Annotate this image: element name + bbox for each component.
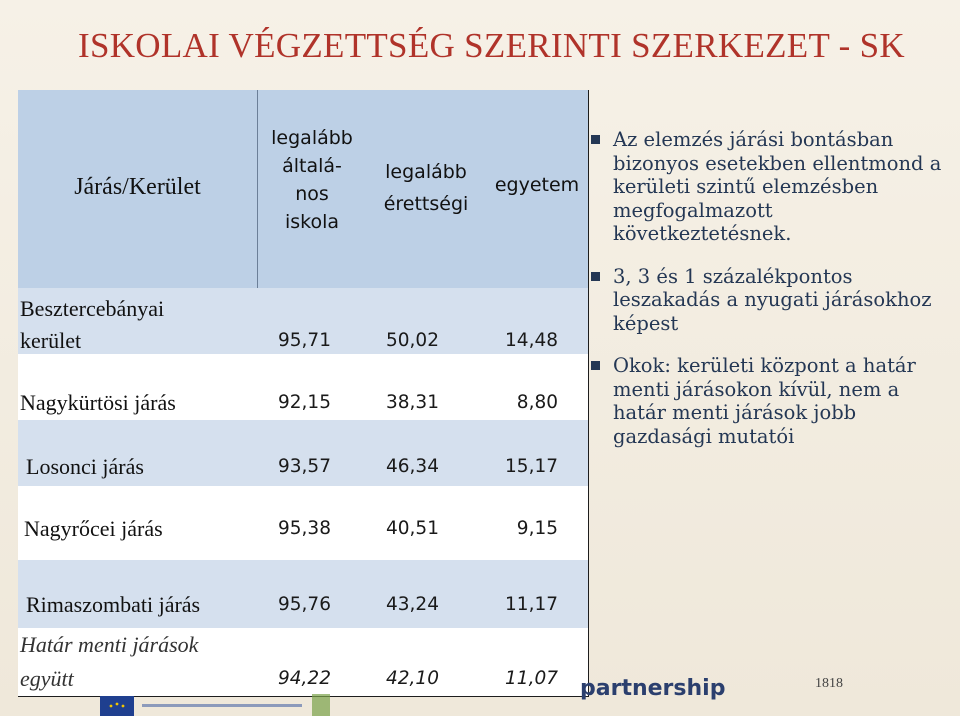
cell-elementary: 95,76 [278, 594, 331, 615]
header-graduation-line: legalább [385, 161, 467, 183]
header-elementary-line: általá- [282, 155, 342, 177]
table-row: Nagykürtösi járás 92,15 38,31 8,80 [18, 354, 588, 416]
cell-graduation: 43,24 [386, 594, 439, 615]
cell-university: 8,80 [516, 392, 558, 413]
cell-graduation: 40,51 [386, 518, 439, 539]
header-university: egyetem [494, 174, 580, 196]
row-name: kerület [20, 328, 82, 353]
square-bullet-icon [591, 271, 600, 281]
cell-elementary: 94,22 [278, 668, 331, 689]
header-district: Járás/Kerület [74, 174, 201, 200]
cell-graduation: 50,02 [386, 330, 439, 351]
cell-elementary: 95,38 [278, 518, 331, 539]
education-table: Járás/Kerület legalább általá- nos iskol… [18, 90, 589, 697]
page-number: 1818 [815, 676, 843, 691]
table-row: Határ menti járások együtt 94,22 42,10 1… [18, 628, 588, 696]
bullet-item: 3, 3 és 1 százalékpontos leszakadás a ny… [590, 265, 950, 336]
partnership-logo-text: partnership [580, 676, 726, 701]
header-graduation: legalább érettségi [366, 156, 486, 220]
cell-graduation: 38,31 [386, 392, 439, 413]
cell-university: 15,17 [505, 456, 558, 477]
bullet-item: Okok: kerületi központ a határ menti jár… [590, 354, 950, 448]
table-row: Rimaszombati járás 95,76 43,24 11,17 [18, 560, 588, 628]
cell-university: 9,15 [516, 518, 558, 539]
row-name: Nagykürtösi járás [20, 390, 176, 415]
row-name: Rimaszombati járás [26, 592, 201, 617]
cell-university: 11,07 [505, 668, 558, 689]
bullet-item: Az elemzés járási bontásban bizonyos ese… [590, 128, 950, 246]
header-elementary-line: nos [295, 183, 329, 205]
cell-university: 14,48 [505, 330, 558, 351]
square-bullet-icon [591, 361, 600, 370]
cell-university: 11,17 [505, 594, 558, 615]
table-row: Losonci járás 93,57 46,34 15,17 [18, 420, 588, 486]
header-elementary-line: iskola [284, 211, 340, 233]
eu-logo [100, 694, 330, 716]
row-name: együtt [20, 666, 74, 691]
bullet-text: Az elemzés járási bontásban bizonyos ese… [613, 128, 942, 245]
cell-graduation: 42,10 [386, 668, 439, 689]
cell-elementary: 93,57 [278, 456, 331, 477]
row-name: Határ menti járások [20, 632, 199, 657]
table-row: Nagyrőcei járás 95,38 40,51 9,15 [18, 486, 588, 548]
row-name: Nagyrőcei járás [24, 516, 163, 541]
header-elementary: legalább általá- nos iskola [257, 124, 367, 236]
table-header [18, 90, 588, 288]
row-name: Besztercebányai [20, 296, 165, 321]
cell-elementary: 95,71 [278, 330, 331, 351]
bullet-text: Okok: kerületi központ a határ menti jár… [613, 354, 916, 448]
bullet-list: Az elemzés járási bontásban bizonyos ese… [590, 128, 950, 467]
header-divider [257, 90, 258, 288]
square-bullet-icon [591, 135, 600, 144]
header-elementary-line: legalább [271, 127, 353, 149]
cell-graduation: 46,34 [386, 456, 439, 477]
header-graduation-line: érettségi [383, 193, 469, 215]
bullet-text: 3, 3 és 1 százalékpontos leszakadás a ny… [613, 264, 932, 335]
cell-elementary: 92,15 [278, 392, 331, 413]
row-name: Losonci járás [26, 454, 144, 479]
table-row: Besztercebányai kerület 95,71 50,02 14,4… [18, 288, 588, 354]
slide-title: ISKOLAI VÉGZETTSÉG SZERINTI SZERKEZET - … [78, 26, 905, 65]
